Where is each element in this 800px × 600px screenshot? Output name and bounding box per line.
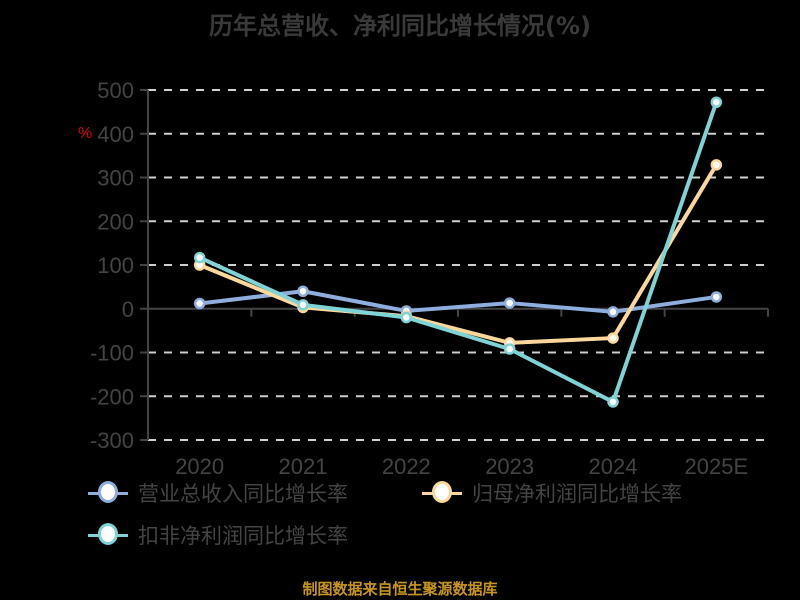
- data-point[interactable]: [503, 297, 516, 309]
- gridlines: [140, 89, 768, 441]
- x-tick-label: 2020: [175, 454, 224, 479]
- chart-title: 历年总营收、净利同比增长情况(%): [209, 12, 591, 40]
- x-tick-label: 2022: [382, 454, 431, 479]
- legend-marker-icon: [422, 478, 462, 508]
- legend-label: 营业总收入同比增长率: [138, 482, 348, 506]
- data-point[interactable]: [400, 311, 413, 324]
- legend-item-net-profit[interactable]: 归母净利润同比增长率: [422, 478, 682, 508]
- legend-item-deducted-net-profit[interactable]: 扣非净利润同比增长率: [88, 520, 348, 550]
- x-tick-label: 2024: [589, 454, 638, 479]
- data-point[interactable]: [297, 285, 309, 297]
- x-tick-label: 2023: [485, 454, 534, 479]
- series-lines: [193, 96, 723, 408]
- y-tick-label: -200: [90, 384, 134, 409]
- data-point[interactable]: [193, 251, 206, 264]
- data-point[interactable]: [710, 291, 723, 303]
- data-point[interactable]: [710, 96, 723, 108]
- x-tick-label: 2021: [279, 454, 328, 479]
- x-tick-label: 2025E: [685, 454, 749, 479]
- legend-label: 归母净利润同比增长率: [472, 482, 682, 506]
- y-axis-ticks: 500 400 300 200 100 0 -100 -200 -300: [90, 78, 134, 453]
- data-point[interactable]: [193, 297, 206, 310]
- data-point[interactable]: [607, 396, 619, 408]
- y-axis-unit-label: %: [78, 125, 92, 142]
- data-point[interactable]: [607, 306, 619, 318]
- y-tick-label: 300: [97, 166, 134, 191]
- data-point[interactable]: [607, 332, 619, 344]
- y-tick-label: 100: [97, 253, 134, 278]
- y-tick-label: -300: [90, 428, 134, 453]
- data-point[interactable]: [297, 299, 309, 311]
- data-point[interactable]: [503, 343, 516, 355]
- data-point[interactable]: [710, 159, 723, 171]
- legend-item-revenue[interactable]: 营业总收入同比增长率: [88, 478, 348, 508]
- x-axis-ticks: 2020 2021 2022 2023 2024 2025E: [175, 454, 748, 479]
- legend-label: 扣非净利润同比增长率: [138, 524, 348, 548]
- data-source-note: 制图数据来自恒生聚源数据库: [302, 580, 498, 598]
- y-tick-label: -100: [90, 341, 134, 366]
- y-tick-label: 500: [97, 78, 134, 103]
- y-tick-label: 400: [97, 122, 134, 147]
- y-tick-label: 0: [122, 297, 134, 322]
- legend-marker-icon: [88, 520, 128, 550]
- legend-marker-icon: [88, 478, 128, 508]
- y-tick-label: 200: [97, 209, 134, 234]
